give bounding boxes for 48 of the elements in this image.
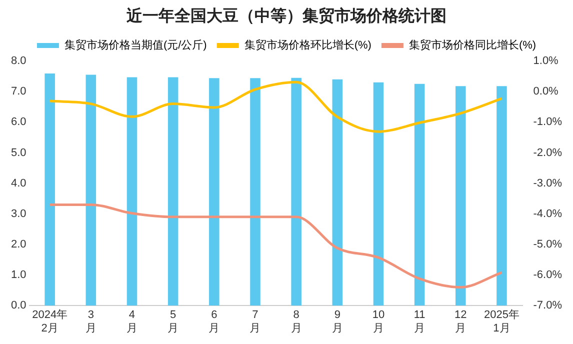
bar: [126, 77, 138, 306]
x-tick-label: 3 月: [85, 309, 96, 334]
y2-tick-label: -5.0%: [533, 238, 562, 250]
x-tick-label: 2025年 1月: [484, 309, 520, 334]
bar: [414, 84, 425, 306]
y2-tick-label: 0.0%: [533, 86, 559, 98]
x-tick-label: 11 月: [414, 309, 426, 334]
y2-tick-label: -3.0%: [533, 177, 562, 190]
line-series: [48, 203, 503, 289]
y-tick-label: 3.0: [10, 208, 26, 220]
legend-label: 集贸市场价格当期值(元/公斤): [64, 38, 207, 52]
y-tick-label: 7.0: [10, 86, 26, 98]
x-tick-label: 8 月: [290, 309, 302, 334]
y-tick-label: 2.0: [10, 238, 26, 250]
legend-label: 集贸市场价格同比增长(%): [408, 38, 536, 52]
x-tick-label: 12 月: [454, 309, 467, 334]
x-tick-label: 7 月: [250, 309, 261, 334]
bar: [168, 77, 178, 306]
y-tick-label: 8.0: [10, 55, 26, 68]
bar: [496, 86, 507, 306]
y-tick-label: 0.0: [10, 300, 26, 312]
y2-tick-label: -7.0%: [533, 300, 562, 312]
x-tick-label: 6 月: [208, 309, 220, 334]
bar: [44, 74, 55, 306]
y-tick-label: 5.0: [10, 146, 26, 159]
y2-tick-label: -6.0%: [533, 269, 562, 282]
x-tick-label: 5 月: [168, 309, 179, 334]
bar: [456, 86, 466, 306]
legend-label: 集贸市场价格环比增长(%): [244, 38, 372, 52]
bar: [291, 78, 302, 306]
bar: [250, 78, 260, 306]
x-tick-label: 9 月: [332, 309, 343, 334]
x-tick-label: 4 月: [126, 309, 138, 334]
x-tick-label: 2024年 2月: [32, 309, 68, 334]
y-tick-label: 1.0: [10, 269, 26, 282]
bar: [209, 78, 220, 306]
bar: [373, 82, 384, 306]
bar: [86, 74, 96, 306]
y2-tick-label: 1.0%: [533, 55, 559, 68]
y2-tick-label: -4.0%: [533, 208, 562, 220]
x-tick-label: 10 月: [372, 309, 385, 334]
y2-tick-label: -2.0%: [533, 146, 562, 159]
y2-tick-label: -1.0%: [533, 116, 562, 128]
y-tick-label: 6.0: [10, 116, 26, 128]
bar: [332, 79, 343, 306]
line-series: [48, 80, 503, 133]
chart-title: 近一年全国大豆（中等）集贸市场价格统计图: [126, 6, 448, 27]
y-tick-label: 4.0: [10, 177, 26, 190]
